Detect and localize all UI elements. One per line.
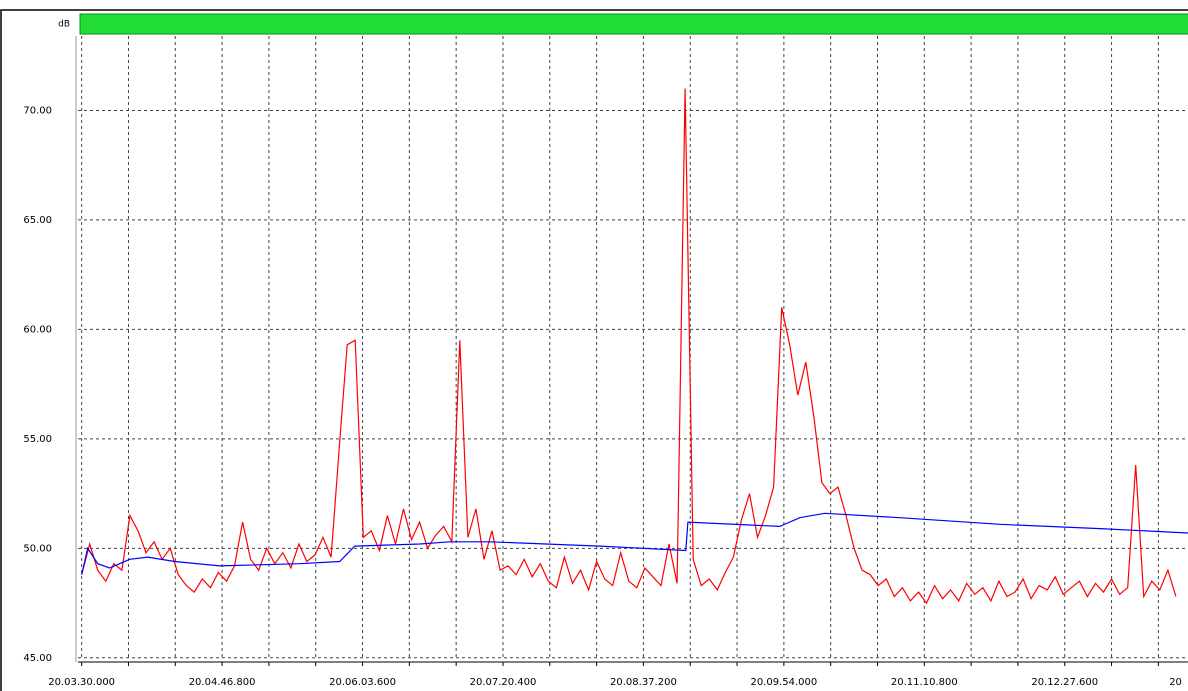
- y-tick-label: 70.00: [23, 105, 52, 116]
- x-tick-label: 20.08.37.200: [610, 677, 677, 688]
- level-bar: [79, 13, 1188, 35]
- y-tick-label: 45.00: [23, 653, 52, 664]
- x-tick-label: 20.06.03.600: [329, 677, 396, 688]
- x-tick-label: 20.03.30.000: [48, 677, 115, 688]
- y-axis-unit: dB: [58, 20, 70, 30]
- x-tick-label: 20.07.20.400: [470, 677, 537, 688]
- x-tick-label: 20.11.10.800: [891, 677, 958, 688]
- x-tick-label: 20: [1169, 677, 1182, 688]
- x-tick-label: 20.09.54.000: [750, 677, 817, 688]
- data-line: [81, 512, 1188, 575]
- y-tick-label: 65.00: [23, 215, 52, 226]
- y-tick-label: 55.00: [23, 434, 52, 445]
- x-tick-label: 20.12.27.600: [1031, 677, 1098, 688]
- data-line: [81, 88, 1177, 605]
- y-tick-label: 60.00: [23, 324, 52, 335]
- x-tick-label: 20.04.46.800: [189, 677, 256, 688]
- y-tick-label: 50.00: [23, 543, 52, 554]
- outer-frame: [0, 9, 1188, 691]
